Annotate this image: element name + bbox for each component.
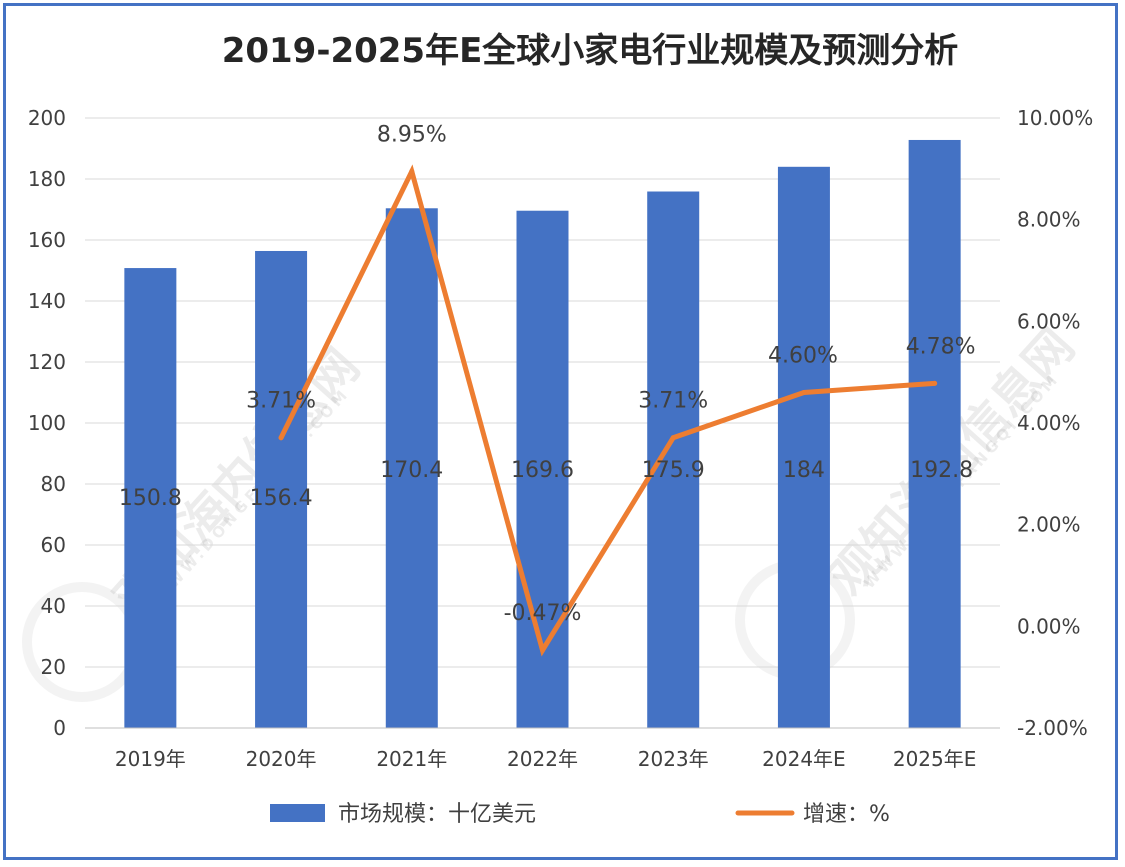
x-tick-label: 2020年 [246,747,317,771]
growth-line [278,164,938,657]
y-left-tick-label: 0 [53,716,66,740]
y-left-tick-label: 40 [41,594,66,618]
bar-value-label: 156.4 [250,486,313,511]
legend-swatch-bar [270,804,325,822]
y-right-tick-label: 0.00% [1017,614,1081,638]
y-left-tick-label: 60 [41,533,66,557]
y-right-tick-label: 2.00% [1017,513,1081,537]
bar [255,250,308,729]
line-value-label: 3.71% [638,389,708,414]
y-left-tick-label: 20 [41,655,66,679]
y-left-tick-label: 120 [28,350,66,374]
y-right-tick-label: 4.00% [1017,411,1081,435]
data-labels: 150.8 156.4 170.4 169.6 175.9 184 192.8 3.71% 8.… [119,122,976,626]
legend: 市场规模：十亿美元 增速：% [270,802,890,827]
line-series [278,164,938,657]
line-value-label: 8.95% [377,122,447,147]
line-point [540,647,545,653]
x-tick-label: 2024年E [762,747,846,771]
legend-label-line: 增速：% [803,802,890,827]
bar-value-label: 150.8 [119,486,182,511]
line-point [409,168,415,174]
line-point [278,435,284,441]
line-point [932,380,938,386]
y-right-tick-label: 8.00% [1017,208,1081,232]
line-value-label: 4.60% [768,344,838,369]
x-tick-label: 2019年 [115,747,186,771]
y-right-tick-label: 6.00% [1017,309,1081,333]
x-tick-label: 2022年 [507,747,578,771]
x-tick-label: 2021年 [376,747,447,771]
bar-value-label: 184 [783,458,825,483]
y-right-tick-label: -2.00% [1017,716,1088,740]
y-left-tick-label: 100 [28,411,66,435]
bar [385,208,438,728]
bar [647,191,700,728]
chart-frame [3,3,1118,860]
y-left-tick-label: 180 [28,167,66,191]
bar-value-label: 170.4 [380,458,443,483]
legend-label-bar: 市场规模：十亿美元 [338,802,536,827]
line-value-label: 3.71% [246,389,316,414]
bar [124,268,177,728]
line-value-label: -0.47% [504,601,582,626]
y-right-tick-label: 10.00% [1017,106,1093,130]
y-left-tick-label: 200 [28,106,66,130]
x-tick-label: 2025年E [893,747,977,771]
axes: 0 20 40 60 80 100 120 140 160 180 200 -2.00% 0.00% 2.… [28,106,1093,771]
line-point [670,435,676,441]
y-left-tick-label: 160 [28,228,66,252]
chart-title: 2019-2025年E全球小家电行业规模及预测分析 [222,31,959,71]
y-left-tick-label: 80 [41,472,66,496]
bar-value-label: 175.9 [642,458,705,483]
line-point [801,390,807,395]
bar-series [124,139,961,729]
y-left-tick-label: 140 [28,289,66,313]
bar [908,139,961,728]
line-value-label: 4.78% [906,334,976,359]
bar [777,166,830,729]
x-tick-label: 2023年 [638,747,709,771]
bar-value-label: 169.6 [511,458,574,483]
bar-value-label: 192.8 [910,458,973,483]
